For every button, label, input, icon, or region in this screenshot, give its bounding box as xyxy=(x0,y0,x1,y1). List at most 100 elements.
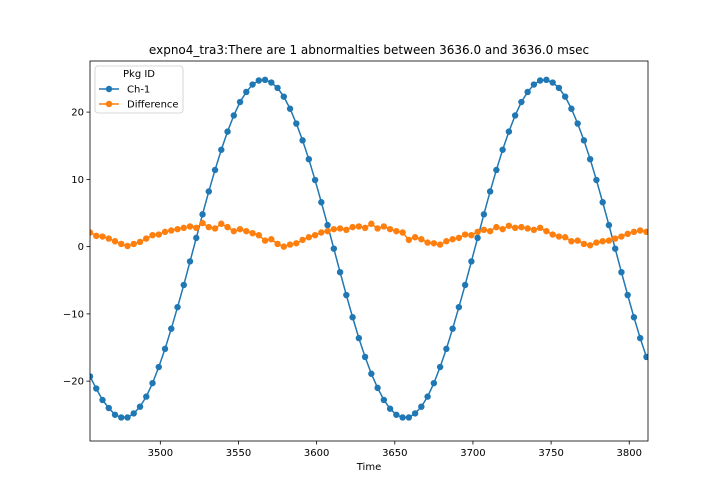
data-point xyxy=(399,229,406,236)
data-point xyxy=(643,228,648,236)
data-point xyxy=(186,223,194,230)
data-point xyxy=(280,93,288,100)
data-point xyxy=(211,225,219,232)
data-point xyxy=(374,225,381,232)
data-point xyxy=(436,241,444,248)
data-point xyxy=(143,393,150,400)
data-point xyxy=(518,223,525,231)
data-point xyxy=(355,334,363,342)
data-point xyxy=(543,76,550,84)
data-point xyxy=(149,231,156,239)
data-point xyxy=(93,232,100,240)
x-axis-label: Time xyxy=(356,462,381,473)
data-point xyxy=(449,325,456,332)
data-point xyxy=(511,224,519,231)
data-point xyxy=(530,81,538,88)
data-point xyxy=(443,345,450,353)
data-point xyxy=(90,373,94,380)
data-point xyxy=(393,227,400,235)
legend-swatch-marker xyxy=(105,85,113,93)
data-point xyxy=(224,223,231,231)
data-point xyxy=(124,242,131,250)
data-point xyxy=(105,404,112,412)
y-tick-label: −10 xyxy=(63,309,84,320)
data-point xyxy=(418,403,425,410)
data-point xyxy=(99,233,106,240)
data-point xyxy=(543,227,550,235)
legend-entry-label: Difference xyxy=(127,100,179,111)
data-point xyxy=(430,379,438,387)
data-point xyxy=(130,240,137,248)
data-point xyxy=(261,237,269,244)
data-point xyxy=(574,120,581,127)
data-point xyxy=(199,211,206,218)
data-point xyxy=(205,188,212,195)
x-tick-label: 3600 xyxy=(304,448,329,459)
data-point xyxy=(211,166,219,174)
data-point xyxy=(599,199,606,206)
data-point xyxy=(455,303,463,311)
data-point xyxy=(118,240,125,248)
data-point xyxy=(580,137,588,144)
legend-swatch-marker xyxy=(105,100,113,108)
data-point xyxy=(268,236,275,243)
data-point xyxy=(636,334,644,342)
data-point xyxy=(261,76,269,84)
data-point xyxy=(474,234,481,242)
data-point xyxy=(486,227,494,235)
data-point xyxy=(286,105,294,112)
legend-entry-label: Ch-1 xyxy=(127,85,150,96)
data-point xyxy=(293,120,300,127)
data-point xyxy=(611,235,619,242)
data-point xyxy=(236,98,244,106)
data-point xyxy=(349,314,356,321)
data-point xyxy=(90,229,94,236)
data-point xyxy=(168,325,175,332)
data-point xyxy=(374,384,381,392)
data-point xyxy=(136,238,144,246)
y-tick-label: 0 xyxy=(78,242,84,253)
data-point xyxy=(349,223,356,231)
axes: 3500 3550 3600 3650 3700 3750 3800 −20 −10 0 10 20 xyxy=(63,60,649,459)
data-point xyxy=(630,314,638,321)
data-point xyxy=(636,227,644,234)
data-point xyxy=(105,235,112,242)
data-point xyxy=(343,226,350,234)
data-point xyxy=(380,223,388,230)
axes-frame xyxy=(89,60,649,442)
data-point xyxy=(111,411,119,418)
data-point xyxy=(193,234,200,242)
legend-title: Pkg ID xyxy=(123,69,155,80)
data-point xyxy=(599,238,606,245)
data-point xyxy=(468,231,475,239)
data-point xyxy=(580,240,588,248)
data-point xyxy=(243,227,250,235)
data-point xyxy=(443,238,450,245)
data-point xyxy=(293,240,300,247)
data-point xyxy=(274,240,281,248)
data-point xyxy=(130,410,137,417)
data-point xyxy=(255,231,263,239)
data-point xyxy=(555,84,563,92)
data-point xyxy=(355,223,363,230)
data-point xyxy=(361,224,369,231)
data-point xyxy=(574,237,581,244)
data-point xyxy=(343,291,350,299)
series-layer xyxy=(90,76,648,421)
data-point xyxy=(549,79,556,86)
data-point xyxy=(499,225,506,233)
legend-box xyxy=(94,65,184,114)
data-point xyxy=(218,220,225,227)
x-tick-label: 3650 xyxy=(382,448,407,459)
data-point xyxy=(405,414,413,421)
data-point xyxy=(449,236,456,243)
x-tick-label: 3750 xyxy=(538,448,563,459)
data-point xyxy=(518,98,525,106)
data-point xyxy=(205,223,212,231)
data-point xyxy=(568,238,575,245)
data-point xyxy=(136,403,144,410)
data-point xyxy=(474,228,481,236)
series-ch-1 xyxy=(90,76,648,421)
data-point xyxy=(618,233,625,240)
data-point xyxy=(230,112,237,119)
